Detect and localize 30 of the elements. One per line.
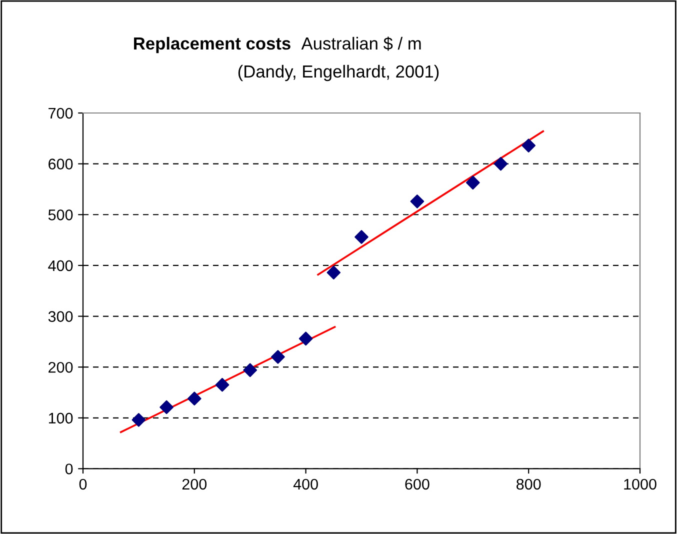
point <box>494 156 508 171</box>
y-tick-label: 0 <box>65 464 73 474</box>
point <box>466 176 480 190</box>
x-tick-label: 800 <box>516 478 541 490</box>
point <box>522 138 536 152</box>
point <box>298 332 313 346</box>
point <box>132 413 146 427</box>
x-tick-label: 400 <box>293 478 318 490</box>
y-tick-label: 700 <box>48 108 73 119</box>
point <box>271 350 285 364</box>
y-tick-label: 600 <box>48 158 73 170</box>
text: (Dandy, Engelhardt, 2001) <box>238 64 439 82</box>
x-tick-label: 200 <box>182 478 207 490</box>
y-tick-label: 100 <box>48 412 73 424</box>
y-tick-label: 300 <box>48 311 73 322</box>
point <box>243 363 258 378</box>
point <box>354 230 368 244</box>
y-tick-label: 500 <box>48 209 73 220</box>
chart-subtitle: Australian $ / m <box>301 36 421 51</box>
point <box>160 400 174 414</box>
x-tick-label: 0 <box>79 478 87 490</box>
y-tick-label: 400 <box>48 260 73 272</box>
point <box>215 378 230 392</box>
x-tick-label: 600 <box>405 478 430 490</box>
x-tick-label: 1000 <box>624 478 656 490</box>
chart-title: Replacement costs <box>134 36 290 54</box>
point <box>326 266 341 280</box>
point <box>410 194 424 208</box>
point <box>187 392 202 406</box>
y-tick-label: 200 <box>48 362 73 373</box>
